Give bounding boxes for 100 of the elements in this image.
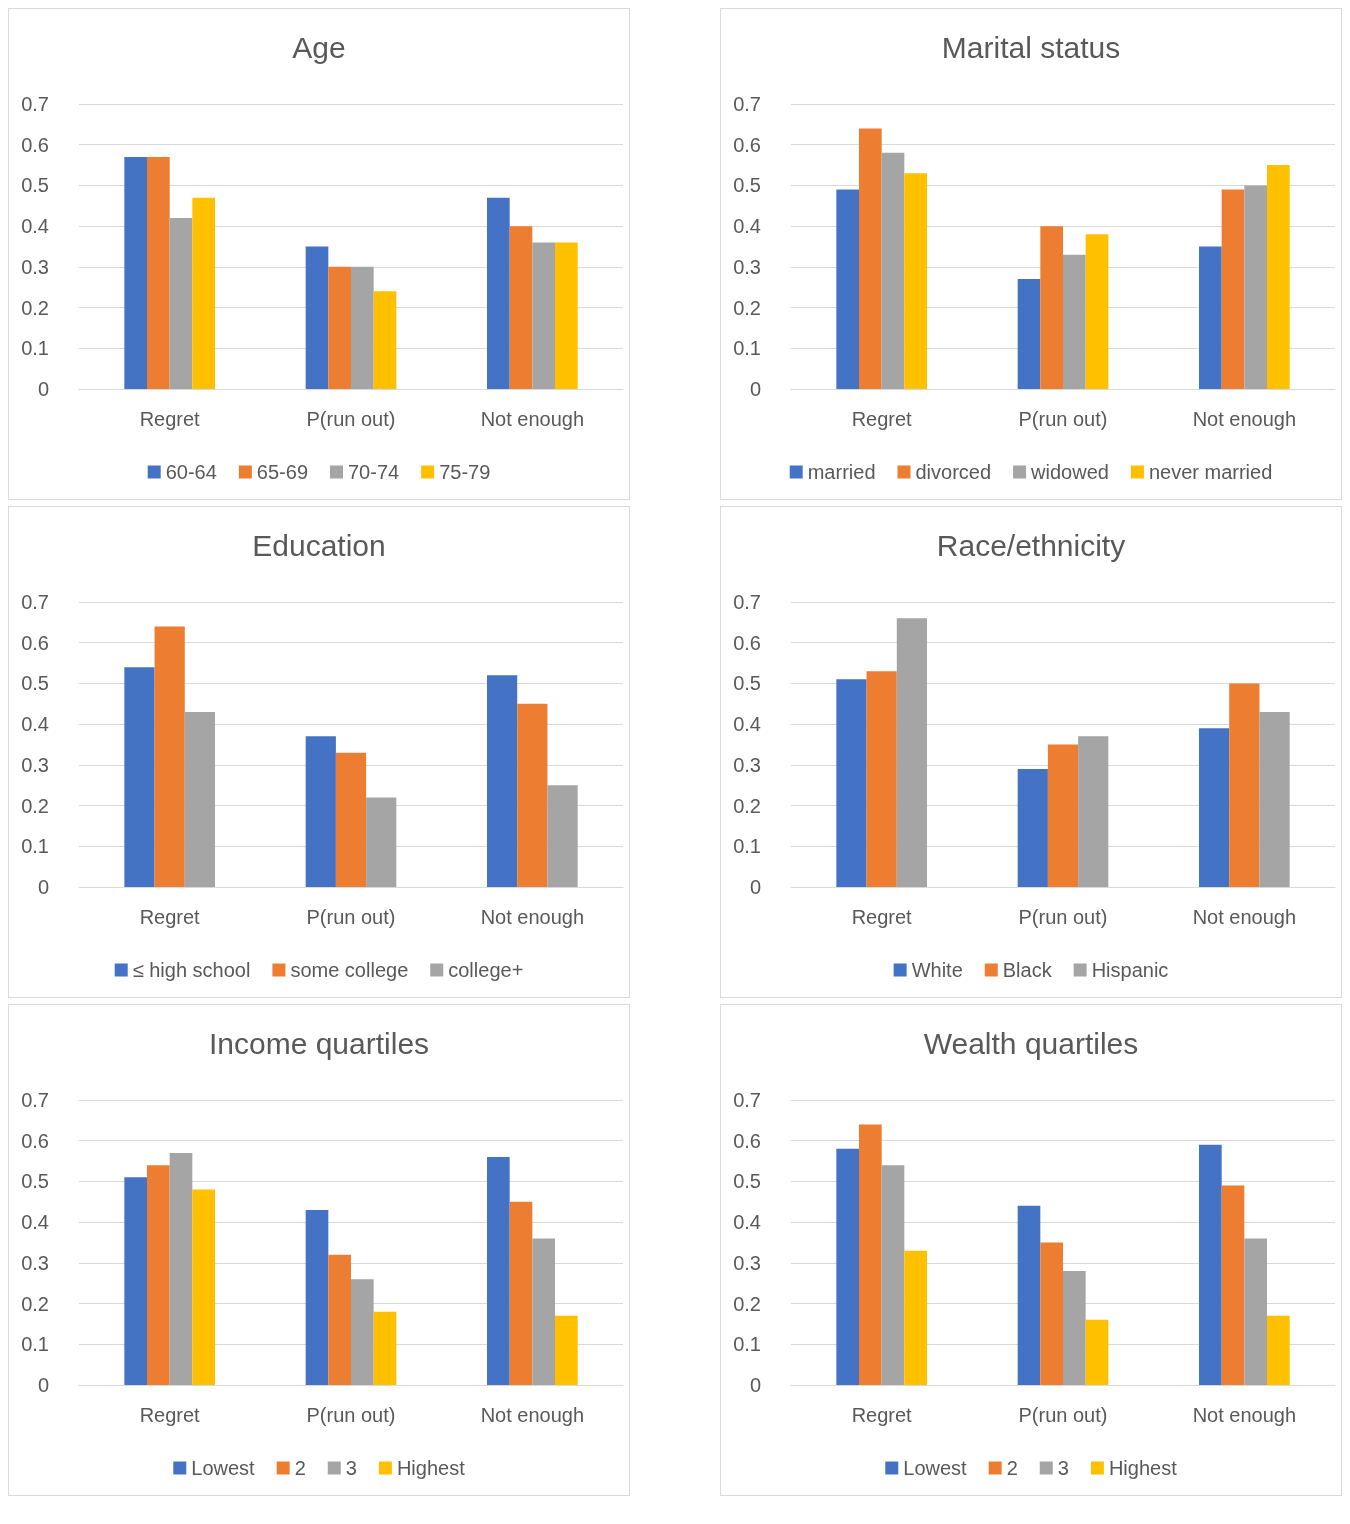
bar [1085,1319,1109,1385]
y-tick-label: 0.2 [733,1292,761,1315]
x-tick-label: Regret [139,906,201,928]
y-tick-label: 0.4 [733,1211,761,1234]
x-tick-label: Regret [139,1404,201,1426]
x-tick-label: Regret [851,408,913,430]
bar [124,156,147,389]
y-tick-label: 0.1 [21,337,49,360]
legend-label: 3 [345,1457,357,1479]
bar [1199,728,1230,887]
chart-title: Wealth quartiles [923,1026,1139,1060]
bar [1040,1242,1063,1385]
bar [1063,1271,1086,1385]
y-tick-label: 0 [749,876,761,898]
y-tick-label: 0.5 [21,174,49,197]
bar [836,679,867,887]
bar [904,1250,927,1385]
y-tick-label: 0 [37,876,49,898]
y-tick-label: 0.2 [733,794,761,817]
y-tick-label: 0.7 [21,591,49,613]
x-tick-label: Regret [851,1404,913,1426]
bar [184,711,215,887]
bar [1040,226,1063,389]
chart-title: Income quartiles [208,1026,430,1060]
legend-label: Highest [396,1457,466,1479]
bar [509,1201,533,1385]
x-tick-label: Not enough [1192,1404,1297,1426]
bar [305,1209,329,1385]
chart-title: Race/ethnicity [936,528,1126,562]
x-tick-label: P(run out) [1018,1404,1108,1426]
y-tick-label: 0.3 [733,753,761,776]
legend-label: Lowest [191,1457,256,1479]
y-tick-label: 0.5 [21,1170,49,1193]
bar [328,1254,351,1385]
bar [532,1238,555,1385]
x-tick-label: P(run out) [306,408,396,430]
legend-label: widowed [1030,461,1109,483]
legend-label: college+ [448,959,524,981]
legend-label: married [807,461,876,483]
y-tick-label: 0.2 [21,1292,49,1315]
x-tick-label: P(run out) [306,1404,396,1426]
bar [517,703,548,887]
x-tick-label: P(run out) [1018,906,1108,928]
y-tick-label: 0.7 [21,93,49,115]
bar [1244,1238,1267,1385]
y-tick-label: 0.3 [733,1251,761,1274]
y-tick-label: 0.1 [733,1333,761,1356]
x-tick-label: Regret [139,408,201,430]
y-tick-label: 0.3 [21,255,49,278]
x-tick-label: Not enough [480,1404,585,1426]
legend-label: 2 [294,1457,306,1479]
bar [305,246,329,389]
x-tick-label: Regret [851,906,913,928]
legend-label: 3 [1057,1457,1069,1479]
y-tick-label: 0.5 [733,672,761,695]
y-tick-label: 0.3 [21,753,49,776]
bar [1199,246,1222,389]
y-tick-label: 0.4 [733,713,761,736]
bar [859,128,882,389]
x-tick-label: Not enough [1192,906,1297,928]
bar [1229,683,1260,887]
bar [328,266,351,389]
y-tick-label: 0.1 [733,835,761,858]
y-tick-label: 0.5 [21,672,49,695]
legend-label: 60-64 [165,461,217,483]
legend-label: never married [1148,461,1273,483]
bar [881,1165,905,1385]
y-tick-label: 0.1 [21,835,49,858]
y-tick-label: 0.6 [733,1129,761,1152]
bar [147,156,170,389]
bar [836,1148,859,1385]
bar [881,152,905,389]
y-tick-label: 0.6 [733,631,761,654]
bar [866,671,897,887]
bar [351,1279,374,1385]
y-tick-label: 0 [749,378,761,400]
bar [169,1152,193,1385]
bar [487,675,518,887]
y-tick-label: 0.7 [733,591,761,613]
y-tick-label: 0.6 [21,1129,49,1152]
bar [373,1311,397,1385]
legend-label: Highest [1108,1457,1178,1479]
bar [1017,279,1041,389]
bar [509,226,533,389]
bar [555,1315,578,1385]
bar [1267,1315,1290,1385]
legend-label: divorced [915,461,992,483]
legend-label: some college [290,959,409,981]
bar [547,785,578,887]
y-tick-label: 0.6 [733,133,761,156]
bar [305,736,336,887]
bar [1017,1205,1041,1385]
y-tick-label: 0.2 [21,794,49,817]
y-tick-label: 0.6 [21,133,49,156]
y-tick-label: 0.5 [733,174,761,197]
x-tick-label: P(run out) [1018,408,1108,430]
chart-title: Marital status [941,30,1121,64]
bar [154,626,185,887]
bar [859,1124,882,1385]
bar [904,173,927,389]
